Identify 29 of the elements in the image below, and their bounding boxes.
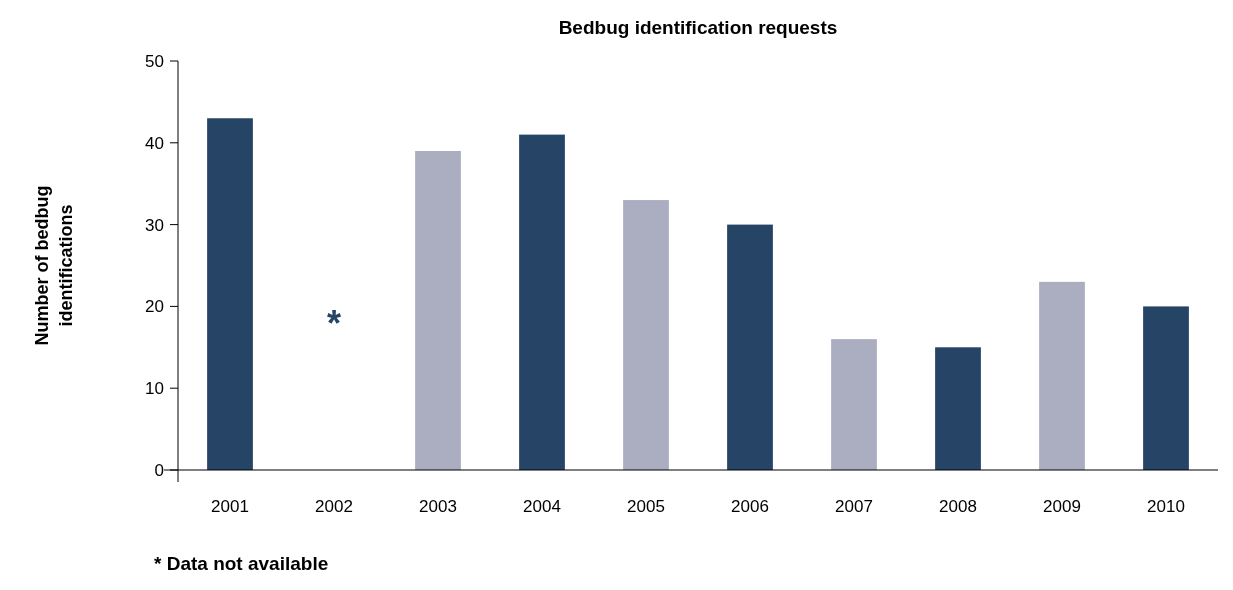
y-tick-label: 0 (154, 460, 164, 480)
y-tick-label: 50 (145, 51, 164, 71)
x-tick-label: 2004 (523, 497, 561, 516)
bar (1143, 306, 1189, 470)
text: * Data not available (154, 553, 329, 574)
bar (623, 200, 669, 470)
x-tick-label: 2001 (211, 497, 249, 516)
chart-title: Bedbug identification requests (558, 17, 838, 38)
y-tick-label: 20 (145, 297, 164, 317)
annotation: * (326, 302, 342, 344)
x-tick-label: 2005 (627, 497, 665, 516)
x-tick-label: 2010 (1147, 497, 1185, 516)
bar (727, 224, 773, 470)
bar (519, 134, 565, 470)
bar (1039, 281, 1085, 470)
bar (831, 339, 877, 470)
x-tick-label: 2006 (731, 497, 769, 516)
bar (415, 150, 461, 470)
bar (207, 118, 253, 470)
y-tick-label: 40 (145, 133, 164, 153)
y-tick-label: 30 (145, 215, 164, 235)
x-tick-label: 2008 (939, 497, 977, 516)
x-tick-label: 2007 (835, 497, 873, 516)
x-tick-label: 2009 (1043, 497, 1081, 516)
y-tick-label: 10 (145, 379, 164, 399)
x-tick-label: 2002 (315, 497, 353, 516)
y-axis-title: Number of bedbug identifications (32, 185, 76, 346)
bar (935, 347, 981, 470)
x-tick-label: 2003 (419, 497, 457, 516)
